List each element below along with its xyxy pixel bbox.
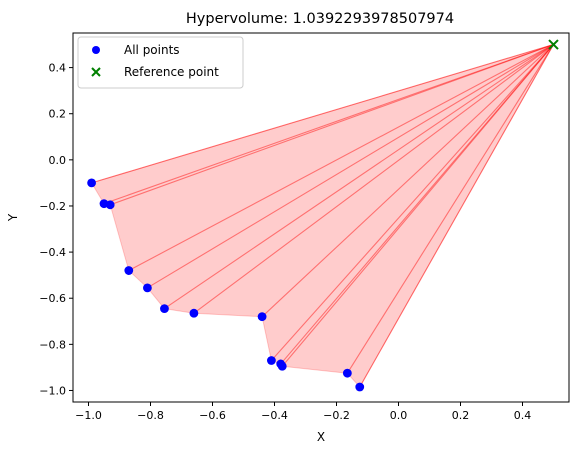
reference-line xyxy=(128,44,554,272)
reference-line xyxy=(91,44,554,184)
reference-line xyxy=(359,44,554,388)
data-point xyxy=(355,382,365,392)
reference-line xyxy=(110,44,554,206)
points-layer xyxy=(87,39,559,392)
y-tick-label: −0.4 xyxy=(39,246,66,259)
data-point xyxy=(189,308,199,318)
legend-label-reference-point: Reference point xyxy=(124,65,219,79)
y-tick-label: 0.2 xyxy=(49,108,67,121)
data-point xyxy=(257,312,267,322)
x-tick-label: −0.4 xyxy=(261,409,288,422)
y-tick-label: −0.8 xyxy=(39,338,66,351)
x-axis-ticks: −1.0 −0.8 −0.6 −0.4 −0.2 0.0 0.2 0.4 xyxy=(75,402,531,422)
reference-line xyxy=(193,44,554,314)
reference-line xyxy=(261,44,554,318)
y-axis-label: Y xyxy=(6,213,20,222)
y-tick-label: 0.4 xyxy=(49,62,67,75)
x-tick-label: 0.4 xyxy=(514,409,532,422)
data-point xyxy=(143,283,152,293)
reference-lines xyxy=(91,44,554,388)
x-tick-label: −0.8 xyxy=(137,409,164,422)
y-axis-ticks: −1.0 −0.8 −0.6 −0.4 −0.2 0.0 0.2 0.4 xyxy=(39,62,73,397)
reference-line xyxy=(147,44,554,289)
y-tick-label: −1.0 xyxy=(39,384,66,397)
y-tick-label: −0.2 xyxy=(39,200,66,213)
legend-marker-all-points xyxy=(92,46,100,54)
plot-frame xyxy=(72,32,570,403)
data-point xyxy=(124,266,134,275)
x-axis-label: X xyxy=(317,430,325,444)
x-tick-label: 0.0 xyxy=(390,409,408,422)
reference-line xyxy=(103,44,554,205)
reference-line xyxy=(280,44,554,365)
data-point xyxy=(87,178,96,188)
data-point xyxy=(267,356,276,365)
x-tick-label: −0.2 xyxy=(323,409,350,422)
reference-line xyxy=(164,44,554,310)
chart-title: Hypervolume: 1.0392293978507974 xyxy=(186,11,454,27)
y-tick-label: −0.6 xyxy=(39,292,66,305)
reference-point-marker xyxy=(548,39,559,50)
legend: All points Reference point xyxy=(77,36,244,89)
data-point xyxy=(105,200,115,210)
x-tick-label: −0.6 xyxy=(199,409,226,422)
legend-box xyxy=(77,36,244,89)
reference-line xyxy=(281,44,554,367)
data-point xyxy=(277,361,287,371)
x-tick-label: −1.0 xyxy=(75,409,102,422)
data-point xyxy=(160,304,169,313)
reference-line xyxy=(270,44,554,361)
data-point xyxy=(342,368,352,378)
legend-label-all-points: All points xyxy=(124,43,180,57)
legend-marker-reference-point xyxy=(91,67,101,77)
reference-line xyxy=(346,44,554,374)
y-tick-label: 0.0 xyxy=(49,154,67,167)
x-tick-label: 0.2 xyxy=(452,409,470,422)
